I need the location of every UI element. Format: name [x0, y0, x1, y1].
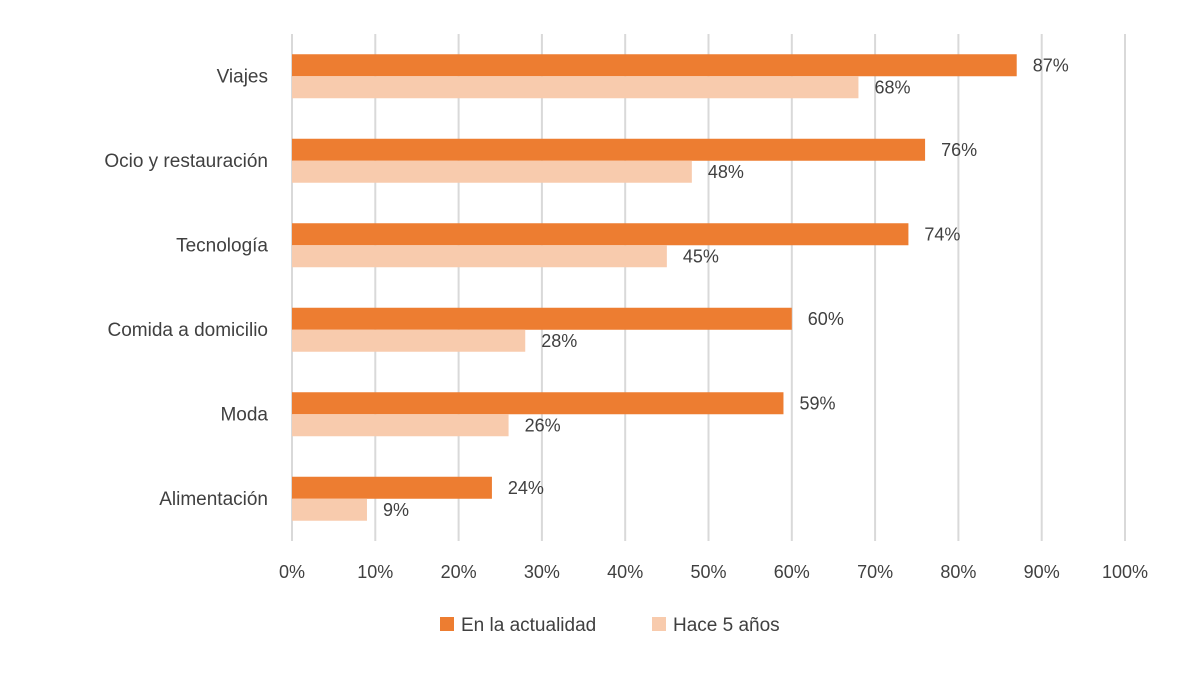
bar [292, 476, 492, 499]
x-tick-label: 10% [357, 562, 393, 582]
x-tick-label: 70% [857, 562, 893, 582]
bar [292, 329, 526, 352]
data-label: 48% [708, 162, 744, 182]
bar [292, 54, 1017, 77]
x-tick-label: 60% [774, 562, 810, 582]
x-tick-label: 100% [1102, 562, 1148, 582]
data-label: 45% [683, 246, 719, 266]
x-tick-label: 80% [940, 562, 976, 582]
bar [292, 498, 367, 521]
data-label: 76% [941, 140, 977, 160]
category-label: Viajes [217, 66, 268, 87]
category-label: Moda [220, 404, 268, 425]
x-tick-label: 50% [690, 562, 726, 582]
x-tick-label: 30% [524, 562, 560, 582]
category-label: Alimentación [159, 489, 268, 510]
data-label: 9% [383, 500, 409, 520]
bar [292, 392, 784, 415]
legend-item: Hace 5 años [652, 615, 780, 636]
legend-label: Hace 5 años [673, 615, 780, 636]
x-tick-label: 90% [1024, 562, 1060, 582]
data-label: 28% [541, 331, 577, 351]
data-label: 74% [924, 224, 960, 244]
category-label: Tecnología [176, 235, 268, 256]
bar [292, 414, 509, 437]
data-label: 87% [1033, 55, 1069, 75]
bar [292, 307, 792, 330]
bar [292, 160, 692, 183]
legend-swatch [440, 617, 454, 631]
data-label: 68% [874, 77, 910, 97]
legend-label: En la actualidad [461, 615, 596, 636]
bar [292, 138, 926, 161]
x-tick-label: 0% [279, 562, 305, 582]
data-label: 59% [799, 393, 835, 413]
x-tick-label: 20% [441, 562, 477, 582]
bar [292, 223, 909, 246]
x-tick-label: 40% [607, 562, 643, 582]
category-label: Ocio y restauración [104, 151, 268, 172]
legend-swatch [652, 617, 666, 631]
data-label: 60% [808, 309, 844, 329]
bar [292, 76, 859, 99]
data-label: 26% [525, 415, 561, 435]
bar [292, 245, 667, 268]
legend-item: En la actualidad [440, 615, 596, 636]
category-label: Comida a domicilio [107, 320, 268, 341]
data-label: 24% [508, 478, 544, 498]
